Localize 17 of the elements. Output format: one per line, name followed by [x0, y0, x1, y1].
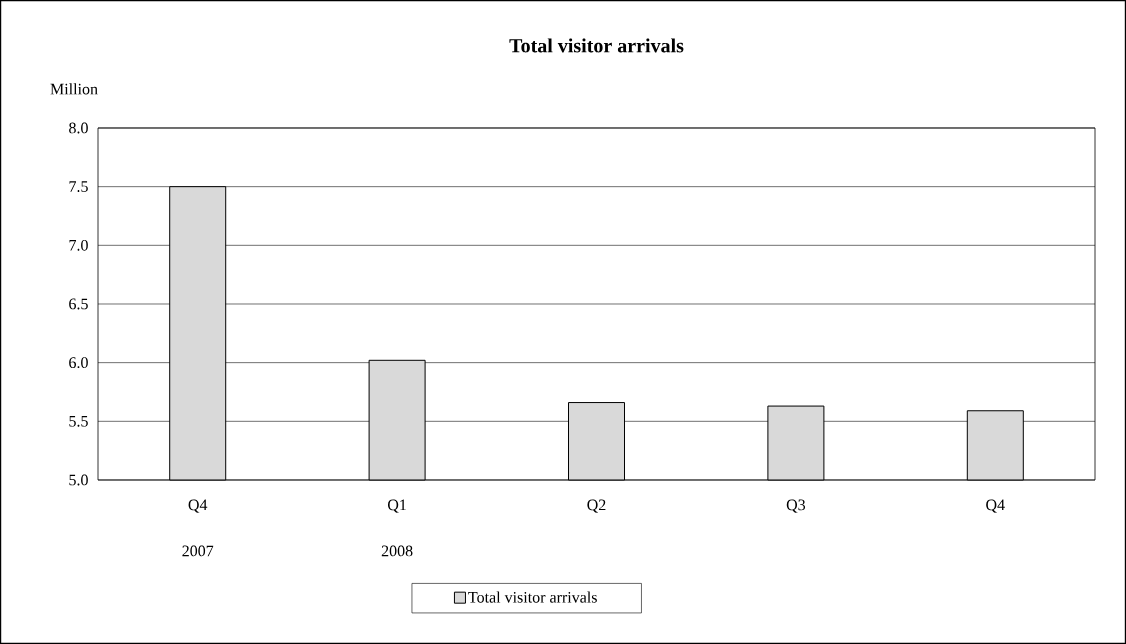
chart-title: Total visitor arrivals	[509, 38, 684, 53]
x-tick-label: Q3	[786, 499, 806, 513]
text: 2008	[381, 545, 413, 557]
y-tick-label: 6.0	[69, 357, 88, 369]
y-axis-title: Million	[50, 83, 98, 95]
text: 2007	[182, 545, 214, 557]
legend-label: Total visitor arrivals	[468, 591, 597, 603]
y-tick-label: 8.0	[69, 122, 88, 134]
y-tick-label: 5.5	[69, 415, 88, 427]
x-tick-label: Q2	[587, 499, 606, 513]
x-tick-label: Q1	[387, 499, 406, 513]
y-tick-label: 7.5	[69, 181, 88, 192]
y-tick-label: 6.5	[69, 298, 88, 310]
x-tick-label: Q4	[986, 499, 1005, 513]
y-tick-label: 5.0	[69, 474, 88, 486]
y-tick-label: 7.0	[69, 239, 88, 251]
x-tick-label: Q4	[188, 499, 208, 513]
